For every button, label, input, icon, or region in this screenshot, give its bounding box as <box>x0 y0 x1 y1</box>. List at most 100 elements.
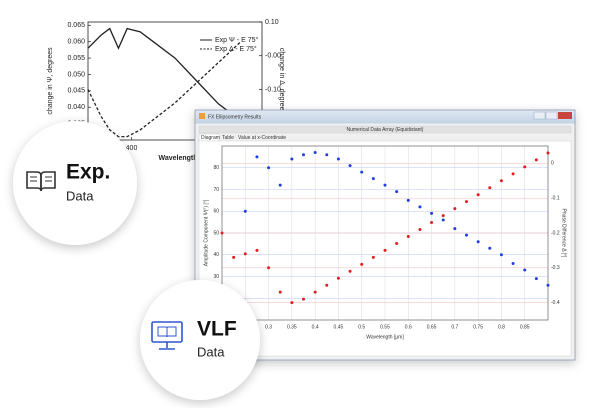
data-point <box>499 179 503 183</box>
data-point <box>511 261 515 265</box>
y-axis-title: change in Ψ, degrees <box>47 47 54 115</box>
data-point <box>395 241 399 245</box>
tab[interactable]: Diagram <box>201 135 220 141</box>
y2-axis-title: change in Δ, degrees <box>278 48 285 115</box>
x-axis-title: Wavelength [µm] <box>366 334 404 340</box>
data-point <box>313 151 317 155</box>
x-tick-label: 400 <box>126 145 138 152</box>
data-point <box>290 301 294 305</box>
x-tick-label: 0.35 <box>287 324 297 330</box>
series-line <box>87 27 241 121</box>
y-tick-label: 0.050 <box>67 71 85 78</box>
x-tick-label: 0.8 <box>498 324 505 330</box>
data-point <box>290 157 294 161</box>
y2-tick-label: 0.10 <box>265 19 279 26</box>
data-point <box>499 253 503 257</box>
tab[interactable]: Table <box>222 135 234 141</box>
tab[interactable]: Value at x-Coordinate <box>238 135 286 141</box>
x-tick-label: 0.6 <box>405 324 412 330</box>
app-icon <box>199 113 205 119</box>
badge-subtitle: Data <box>66 188 94 203</box>
x-tick-label: 0.65 <box>427 324 437 330</box>
data-point <box>348 164 352 168</box>
window-title: FX Ellipsometry Results <box>208 114 262 120</box>
data-point <box>418 205 422 209</box>
x-tick-label: 0.3 <box>265 324 272 330</box>
badge-circle <box>13 121 137 245</box>
data-point <box>511 172 515 176</box>
data-point <box>383 183 387 187</box>
x-tick-label: 0.7 <box>451 324 458 330</box>
legend-label: Exp Δ - E 75° <box>215 45 257 53</box>
x-tick-label: 0.5 <box>358 324 365 330</box>
data-point <box>406 234 410 238</box>
data-point <box>302 153 305 157</box>
badge-subtitle: Data <box>197 344 225 359</box>
y-tick-label: 40 <box>213 252 219 258</box>
data-point <box>430 221 434 225</box>
badge-title: Exp. <box>66 161 110 184</box>
book-icon <box>26 171 56 192</box>
data-point <box>278 290 282 294</box>
y-tick-label: 60 <box>213 209 219 215</box>
x-axis-title: Wavelength <box>158 155 197 162</box>
x-tick-label: 0.45 <box>334 324 344 330</box>
y2-tick-label: -0.2 <box>551 230 560 236</box>
header-bar <box>198 125 572 134</box>
data-point <box>255 155 259 159</box>
data-point <box>325 153 329 157</box>
data-point <box>488 186 492 190</box>
data-point <box>523 165 527 169</box>
data-point <box>220 231 224 235</box>
data-point <box>488 246 492 250</box>
maximize-button[interactable] <box>545 111 558 120</box>
badges: Exp. Data VLF Data <box>13 121 260 400</box>
y-tick-label: 50 <box>213 230 219 236</box>
title-bar <box>195 110 575 124</box>
data-point <box>360 170 364 174</box>
minimize-button[interactable] <box>533 111 546 120</box>
data-point <box>383 248 387 252</box>
y-tick-label: 0.055 <box>67 55 85 62</box>
data-point <box>243 209 247 213</box>
series-line <box>87 41 241 138</box>
data-point <box>406 198 410 202</box>
data-point <box>267 266 271 270</box>
data-point <box>523 268 527 272</box>
badge-title: VLF <box>197 318 237 341</box>
data-point <box>302 297 305 301</box>
header-text: Numerical Data Array (Equidistant) <box>347 127 424 133</box>
data-point <box>395 190 399 194</box>
data-point <box>465 233 468 237</box>
data-point <box>476 240 480 244</box>
x-tick-label: 0.4 <box>312 324 319 330</box>
data-point <box>278 183 282 187</box>
data-point <box>325 283 329 287</box>
data-point <box>243 252 247 256</box>
x-tick-label: 0.75 <box>473 324 483 330</box>
y-tick-label: 80 <box>213 165 219 171</box>
data-point <box>546 283 550 287</box>
close-button[interactable] <box>558 112 572 119</box>
y2-tick-label: -0.10 <box>265 86 281 93</box>
data-point <box>453 227 457 231</box>
x-tick-label: 0.55 <box>380 324 390 330</box>
y2-tick-label: -0.3 <box>551 265 560 271</box>
y-tick-label: 70 <box>213 187 219 193</box>
y2-tick-label: -0.4 <box>551 300 560 306</box>
data-point <box>441 218 445 222</box>
data-point <box>232 255 236 259</box>
data-point <box>546 151 550 155</box>
y2-axis-title: Phase Difference Δ [°] <box>561 209 567 258</box>
data-point <box>476 193 480 197</box>
legend-label: Exp Ψ - E 75° <box>215 36 258 44</box>
data-point <box>336 157 340 161</box>
data-point <box>534 277 538 281</box>
data-point <box>360 262 364 266</box>
y2-tick-label: -0.00 <box>265 53 281 60</box>
data-point <box>418 228 422 232</box>
data-point <box>453 207 457 211</box>
data-point <box>465 200 468 204</box>
